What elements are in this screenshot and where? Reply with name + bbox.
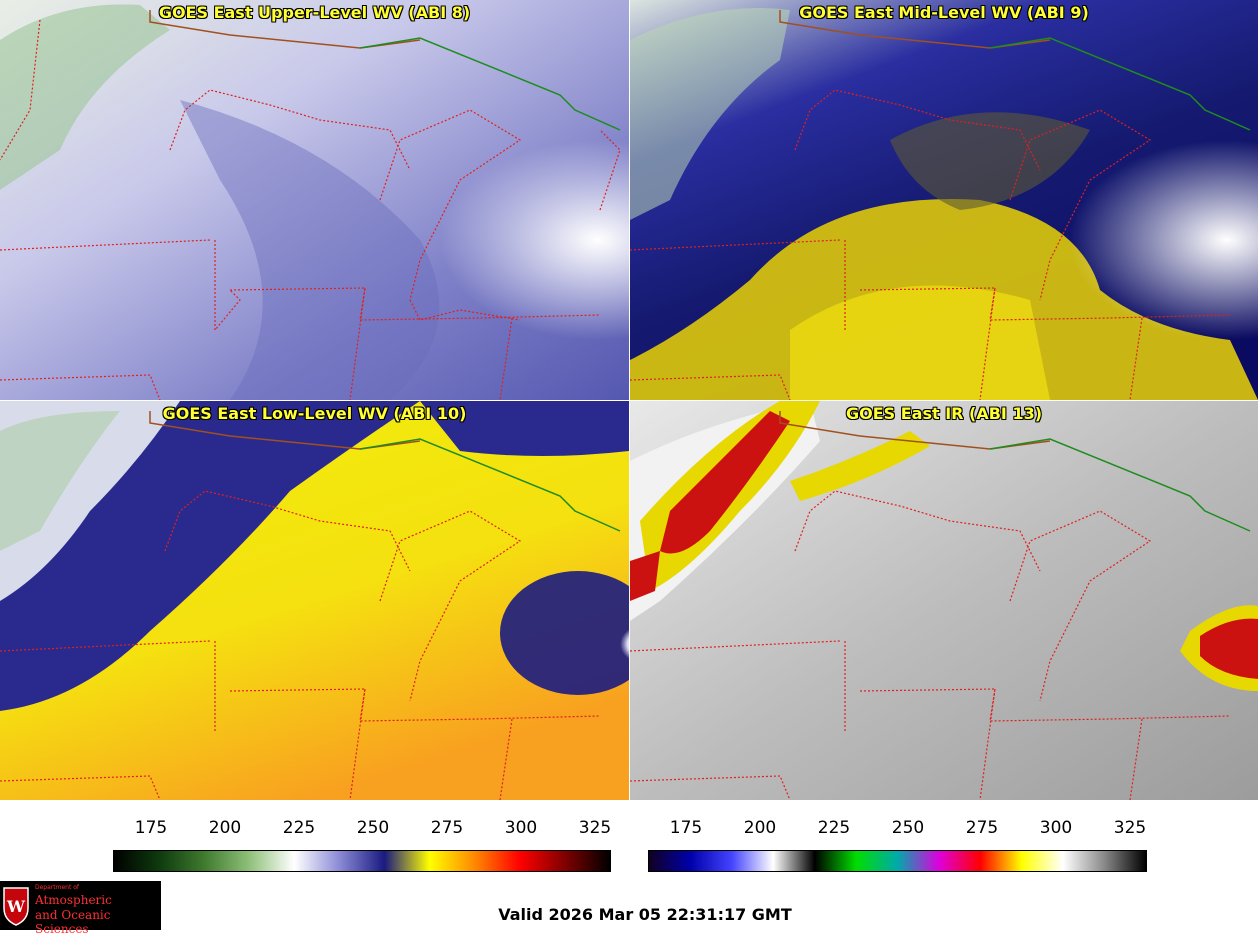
logo-atmospheric-line: Atmospheric bbox=[35, 893, 112, 907]
wv-tick: 175 bbox=[134, 818, 168, 838]
ir-tick: 225 bbox=[817, 818, 851, 838]
ir-tick: 250 bbox=[891, 818, 925, 838]
wv-colorbar-ticks: 175 200 225 250 275 300 325 bbox=[113, 818, 611, 840]
wv-colorbar bbox=[113, 850, 611, 872]
wv-tick: 200 bbox=[208, 818, 242, 838]
panel-upper-level-wv: GOES East Upper-Level WV (ABI 8) bbox=[0, 0, 629, 400]
ir-tick: 200 bbox=[743, 818, 777, 838]
ir-tick: 300 bbox=[1039, 818, 1073, 838]
ir-tick: 325 bbox=[1113, 818, 1147, 838]
wv-tick: 250 bbox=[356, 818, 390, 838]
ir-tick: 175 bbox=[669, 818, 703, 838]
valid-time-label: Valid 2026 Mar 05 22:31:17 GMT bbox=[498, 905, 792, 924]
panel-mid-level-wv: GOES East Mid-Level WV (ABI 9) bbox=[630, 0, 1258, 400]
aos-logo[interactable]: W Department of Atmospheric and Oceanic … bbox=[0, 881, 161, 936]
wv-tick: 300 bbox=[504, 818, 538, 838]
uw-crest-icon: W bbox=[3, 887, 29, 926]
logo-department-line: Department of bbox=[35, 884, 79, 891]
wv-tick: 325 bbox=[578, 818, 612, 838]
mid-level-wv-image bbox=[630, 0, 1258, 400]
upper-level-wv-image bbox=[0, 0, 629, 400]
ir-tick: 275 bbox=[965, 818, 999, 838]
ir-colorbar bbox=[648, 850, 1147, 872]
svg-text:W: W bbox=[6, 897, 26, 916]
wv-tick: 275 bbox=[430, 818, 464, 838]
panel-ir: GOES East IR (ABI 13) bbox=[630, 401, 1258, 800]
ir-image bbox=[630, 401, 1258, 800]
ir-colorbar-ticks: 175 200 225 250 275 300 325 bbox=[648, 818, 1146, 840]
low-level-wv-image bbox=[0, 401, 629, 800]
wv-tick: 225 bbox=[282, 818, 316, 838]
panel-low-level-wv: GOES East Low-Level WV (ABI 10) bbox=[0, 401, 629, 800]
